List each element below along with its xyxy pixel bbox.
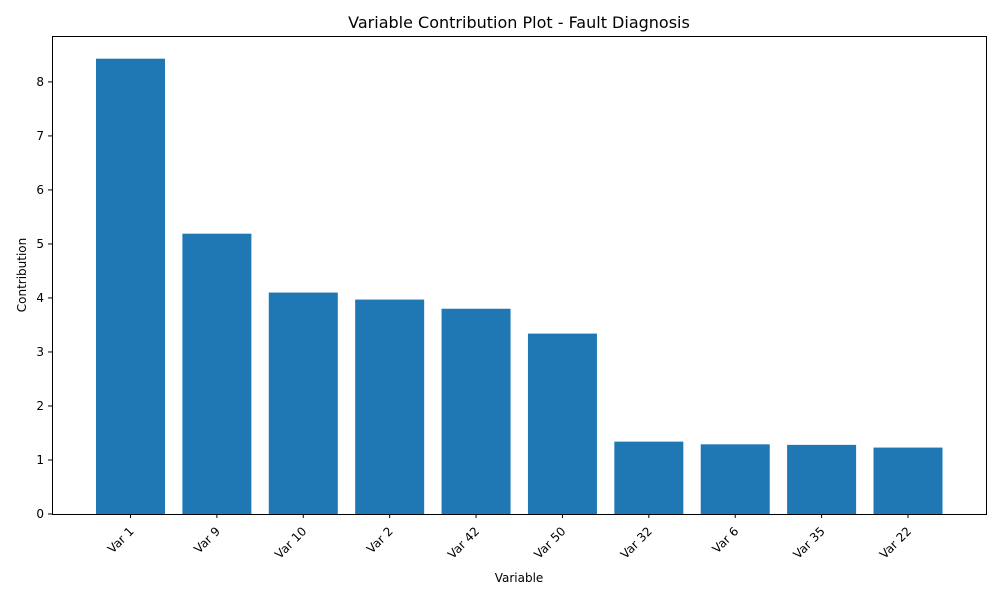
bar [96, 58, 165, 514]
y-tick-label: 0 [36, 507, 44, 521]
bar [700, 444, 770, 514]
bar [614, 441, 684, 514]
x-tick-label: Var 2 [364, 524, 396, 556]
x-axis: Var 1 Var 9 Var 10 Var 2 Var 42 Var 50 Var 32 V… [105, 514, 914, 561]
y-tick-label: 2 [36, 399, 44, 413]
y-tick-label: 4 [36, 291, 44, 305]
y-axis-label: Contribution [15, 238, 29, 313]
chart-title: Variable Contribution Plot - Fault Diagn… [348, 13, 690, 32]
x-tick-label: Var 10 [272, 524, 309, 561]
bar [268, 292, 338, 514]
bar [873, 447, 943, 514]
y-tick-label: 8 [36, 75, 44, 89]
x-tick-label: Var 42 [445, 524, 482, 561]
x-tick-label: Var 1 [105, 524, 137, 556]
bar-series [96, 58, 943, 515]
bar [441, 308, 511, 514]
y-tick-label: 6 [36, 183, 44, 197]
y-axis: 0 1 2 3 4 5 6 7 8 [36, 75, 52, 521]
y-tick-label: 7 [36, 129, 44, 143]
bar [527, 333, 597, 514]
y-tick-label: 5 [36, 237, 44, 251]
y-tick-label: 3 [36, 345, 44, 359]
plot-frame [52, 36, 987, 515]
x-tick-label: Var 50 [531, 524, 568, 561]
y-tick-label: 1 [36, 453, 44, 467]
x-tick-label: Var 6 [710, 524, 742, 556]
bar [355, 299, 425, 514]
x-tick-label: Var 22 [877, 524, 914, 561]
x-tick-label: Var 9 [191, 524, 223, 556]
bar [182, 233, 252, 515]
x-tick-label: Var 35 [790, 524, 827, 561]
x-tick-label: Var 32 [618, 524, 655, 561]
x-axis-label: Variable [495, 571, 544, 585]
bar [787, 444, 857, 514]
